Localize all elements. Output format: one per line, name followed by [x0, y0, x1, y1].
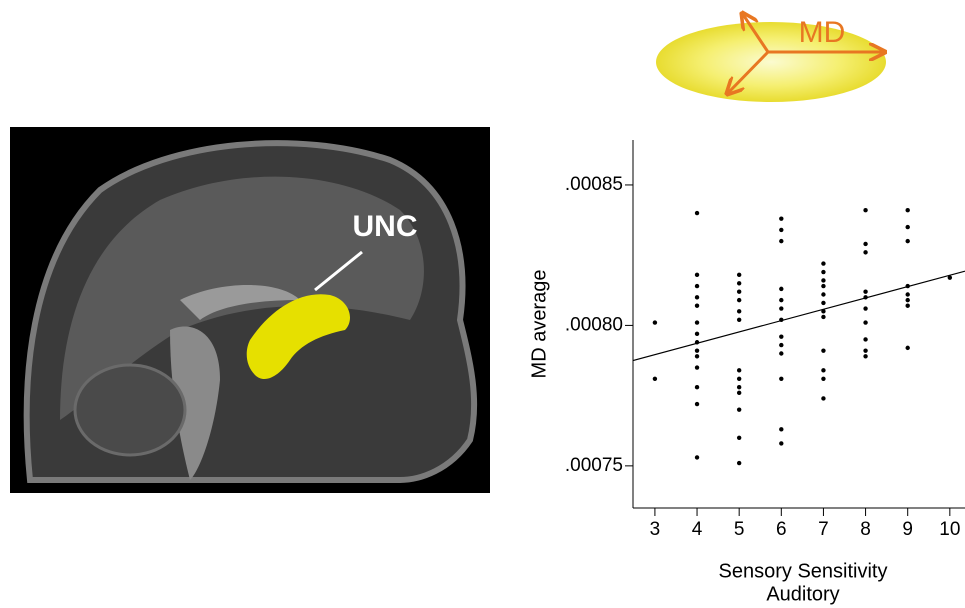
page: UNC MD MD average Sensory Sensitivity Au… — [0, 0, 965, 608]
scatter-point — [906, 208, 910, 212]
x-tick-label: 3 — [650, 519, 661, 540]
scatter-point — [737, 377, 741, 381]
scatter-point — [737, 298, 741, 302]
y-tick-label: .00075 — [565, 455, 623, 476]
y-tick-label: .00085 — [565, 174, 623, 195]
scatter-point — [863, 337, 867, 341]
scatter-point — [737, 289, 741, 293]
scatter-point — [737, 309, 741, 313]
scatter-point — [695, 354, 699, 358]
scatter-point — [779, 306, 783, 310]
scatter-point — [821, 348, 825, 352]
scatter-point — [695, 304, 699, 308]
x-tick-label: 4 — [692, 519, 703, 540]
scatter-point — [821, 368, 825, 372]
scatter-point — [821, 270, 825, 274]
x-axis-label: Sensory Sensitivity — [719, 560, 888, 582]
scatter-point — [779, 216, 783, 220]
y-axis-label: MD average — [528, 270, 550, 379]
scatter-point — [863, 289, 867, 293]
scatter-point — [779, 287, 783, 291]
scatter-point — [863, 320, 867, 324]
scatter-point — [863, 242, 867, 246]
diffusion-label: MD — [799, 16, 846, 49]
scatter-point — [737, 281, 741, 285]
scatter-point — [695, 348, 699, 352]
scatter-point — [779, 343, 783, 347]
scatter-point — [695, 402, 699, 406]
y-tick-label: .00080 — [565, 314, 623, 335]
x-tick-label: 9 — [902, 519, 913, 540]
scatter-point — [863, 208, 867, 212]
figure: UNC MD MD average Sensory Sensitivity Au… — [0, 0, 965, 608]
x-tick-label: 8 — [860, 519, 871, 540]
scatter-point — [863, 354, 867, 358]
scatter-point — [737, 436, 741, 440]
scatter-point — [695, 273, 699, 277]
trendline — [633, 271, 965, 360]
scatter-point — [821, 315, 825, 319]
x-tick-label: 10 — [939, 519, 960, 540]
x-tick-label: 6 — [776, 519, 787, 540]
scatter-point — [863, 306, 867, 310]
scatter-point — [695, 365, 699, 369]
brain-label: UNC — [353, 210, 418, 243]
scatter-point — [695, 332, 699, 336]
scatter-point — [906, 346, 910, 350]
scatter-point — [653, 320, 657, 324]
scatter-point — [737, 318, 741, 322]
diffusion-ellipse: MD — [656, 13, 886, 102]
scatter-point — [695, 385, 699, 389]
scatter-point — [737, 273, 741, 277]
scatter-point — [863, 250, 867, 254]
scatter-point — [906, 292, 910, 296]
brain-image: UNC — [10, 127, 490, 493]
scatter-point — [695, 320, 699, 324]
scatter-point — [695, 295, 699, 299]
scatter-point — [821, 278, 825, 282]
scatter-point — [737, 385, 741, 389]
scatter-point — [906, 239, 910, 243]
x-tick-label: 7 — [818, 519, 829, 540]
scatter-point — [821, 377, 825, 381]
scatter-point — [779, 298, 783, 302]
scatter-point — [695, 284, 699, 288]
scatter-point — [906, 225, 910, 229]
scatter-point — [737, 391, 741, 395]
scatter-point — [779, 351, 783, 355]
scatter-point — [779, 427, 783, 431]
scatter-point — [821, 301, 825, 305]
scatter-point — [737, 368, 741, 372]
scatter-point — [653, 377, 657, 381]
scatter-point — [821, 284, 825, 288]
scatter-point — [779, 334, 783, 338]
scatter-point — [737, 461, 741, 465]
scatter-point — [779, 441, 783, 445]
scatter-point — [821, 396, 825, 400]
scatter-point — [821, 261, 825, 265]
x-tick-label: 5 — [734, 519, 745, 540]
scatter-point — [779, 239, 783, 243]
scatter-point — [695, 211, 699, 215]
scatter-point — [737, 407, 741, 411]
scatter-point — [779, 228, 783, 232]
x-axis-label: Auditory — [766, 583, 839, 605]
scatter-point — [906, 298, 910, 302]
scatter-point — [695, 455, 699, 459]
scatter-point — [906, 304, 910, 308]
scatter-point — [863, 348, 867, 352]
scatter-point — [779, 377, 783, 381]
scatter-point — [821, 292, 825, 296]
